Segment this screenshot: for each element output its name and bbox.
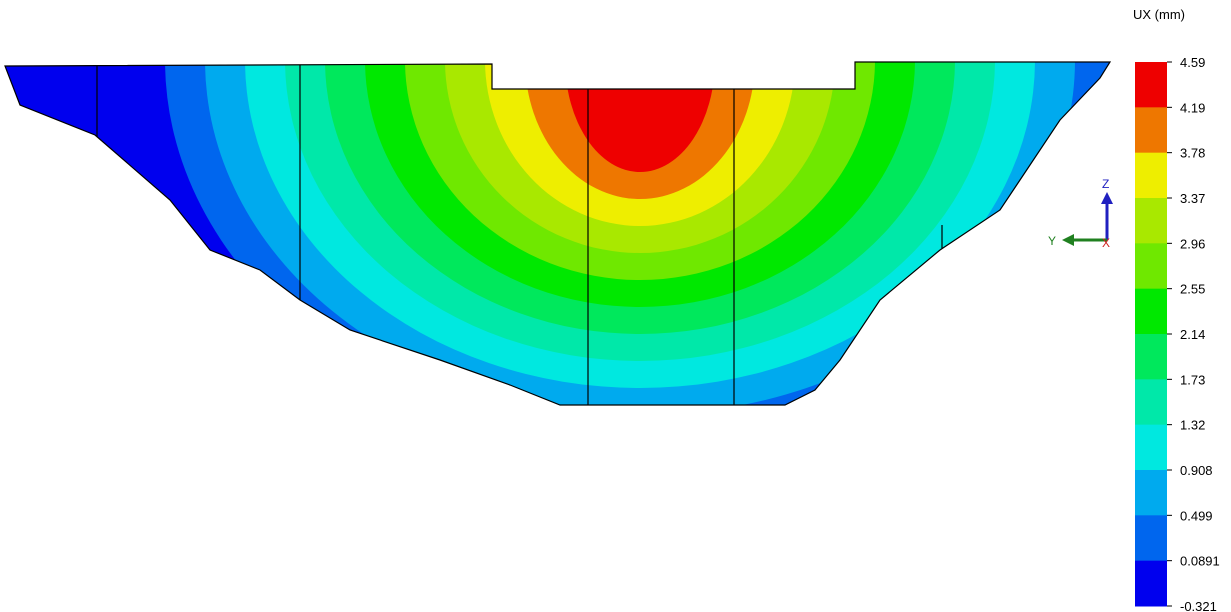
legend-label: 0.499: [1180, 508, 1213, 523]
x-axis-label: X: [1102, 236, 1110, 250]
legend-band: [1135, 334, 1167, 380]
legend-label: 2.96: [1180, 236, 1205, 251]
z-arrow-icon: [1101, 192, 1113, 204]
legend-label: 2.55: [1180, 282, 1205, 297]
legend-band: [1135, 198, 1167, 244]
legend-label: 4.19: [1180, 100, 1205, 115]
legend-band: [1135, 515, 1167, 562]
legend-bands: [1135, 62, 1167, 607]
legend-band: [1135, 243, 1167, 290]
legend-label: 1.32: [1180, 418, 1205, 433]
legend-label: 1.73: [1180, 372, 1205, 387]
legend-label: 3.78: [1180, 146, 1205, 161]
legend-title: UX (mm): [1133, 7, 1185, 22]
contour-bands: [125, 62, 1110, 405]
legend-label: 0.0891: [1180, 554, 1220, 569]
legend-label: 4.59: [1180, 55, 1205, 70]
legend-label: 0.908: [1180, 463, 1213, 478]
color-legend: UX (mm) 4.59 4.19 3.78 3.37 2.96 2.55 2.14 1.73…: [1133, 7, 1220, 612]
legend-labels: 4.59 4.19 3.78 3.37 2.96 2.55 2.14 1.73 1.32 0.90…: [1167, 55, 1220, 612]
legend-label: 2.14: [1180, 327, 1205, 342]
legend-band: [1135, 379, 1167, 426]
legend-band: [1135, 470, 1167, 516]
legend-label: -0.321: [1180, 599, 1217, 612]
legend-band: [1135, 560, 1167, 607]
contour-band: [565, 62, 715, 172]
dam-outline: [4, 61, 1112, 406]
legend-band: [1135, 152, 1167, 199]
orientation-triad: Z Y X: [1048, 177, 1113, 250]
mesh-lines: [96, 62, 943, 405]
y-arrow-icon: [1062, 234, 1074, 246]
legend-band: [1135, 107, 1167, 154]
legend-band: [1135, 288, 1167, 335]
legend-label: 3.37: [1180, 191, 1205, 206]
legend-band: [1135, 62, 1167, 108]
z-axis-label: Z: [1102, 177, 1109, 191]
legend-band: [1135, 424, 1167, 471]
y-axis-label: Y: [1048, 234, 1056, 248]
